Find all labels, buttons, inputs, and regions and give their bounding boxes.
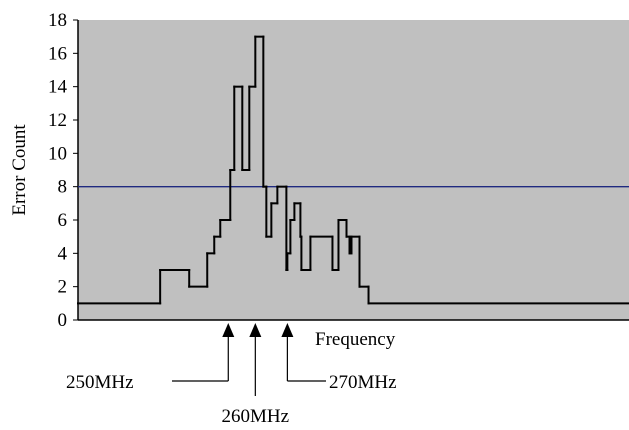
y-tick-label: 14 bbox=[48, 77, 68, 98]
y-tick-label: 2 bbox=[58, 277, 68, 298]
annotation-label: 250MHz bbox=[66, 372, 134, 393]
arrow-head bbox=[281, 323, 294, 337]
y-tick-label: 12 bbox=[48, 110, 67, 131]
y-tick-label: 18 bbox=[48, 10, 67, 31]
y-tick-label: 0 bbox=[58, 310, 68, 331]
y-axis-ticks: 0 2 4 6 8 10 12 14 16 18 bbox=[48, 10, 78, 331]
arrow-head bbox=[222, 323, 235, 337]
x-axis-label: Frequency bbox=[315, 329, 396, 350]
y-axis-label: Error Count bbox=[9, 124, 30, 216]
annotation-label: 260MHz bbox=[222, 406, 290, 427]
y-tick-label: 8 bbox=[58, 177, 68, 198]
y-tick-label: 6 bbox=[58, 210, 68, 231]
arrow-head bbox=[249, 323, 262, 337]
y-tick-label: 10 bbox=[48, 143, 67, 164]
annotations-group: 250MHz 260MHz 270MHz bbox=[66, 323, 397, 427]
annotation-label: 270MHz bbox=[329, 372, 397, 393]
y-tick-label: 4 bbox=[58, 243, 68, 264]
y-tick-label: 16 bbox=[48, 43, 67, 64]
series-group bbox=[77, 35, 629, 305]
